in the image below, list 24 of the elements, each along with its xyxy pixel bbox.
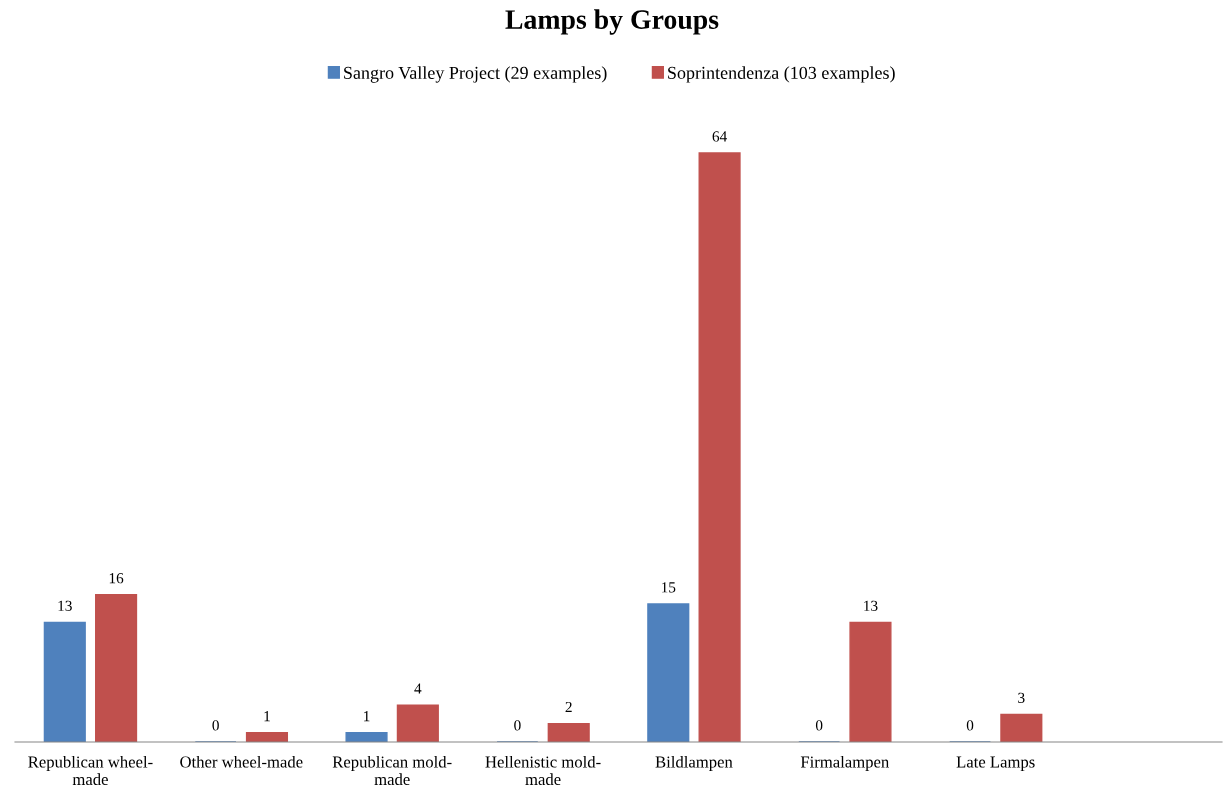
data-label: 0 — [514, 720, 521, 731]
legend-label: Sangro Valley Project (29 examples) — [344, 66, 607, 83]
data-label: 1 — [364, 711, 370, 722]
data-label: 3 — [1018, 692, 1025, 703]
x-tick-label: Late Lamps — [956, 756, 1035, 771]
x-tick-label: Bildlampen — [655, 755, 733, 771]
data-label: 0 — [815, 720, 823, 731]
data-label: 13 — [58, 600, 72, 611]
data-label: 0 — [966, 720, 974, 731]
data-label: 16 — [109, 573, 124, 584]
legend-label: Soprintendenza (103 examples) — [668, 66, 895, 83]
data-label: 0 — [212, 720, 219, 731]
x-tick-label: Other wheel-made — [180, 755, 303, 768]
data-label: 4 — [414, 683, 422, 694]
x-tick-label: Firmalampen — [800, 755, 889, 771]
chart-title: Lamps by Groups — [505, 9, 719, 35]
data-label: 64 — [712, 131, 727, 142]
data-label: 1 — [264, 711, 270, 722]
x-tick-label: Republican mold-made — [332, 755, 452, 786]
data-label: 2 — [565, 701, 572, 713]
x-tick-label: Republican wheel-made — [28, 755, 153, 786]
data-label: 13 — [864, 600, 878, 611]
x-tick-label: Hellenistic mold-made — [485, 755, 601, 786]
data-label: 15 — [661, 582, 676, 593]
